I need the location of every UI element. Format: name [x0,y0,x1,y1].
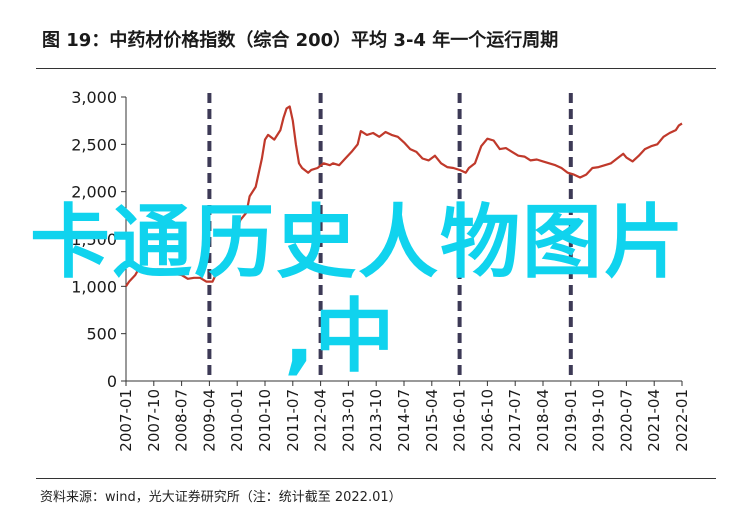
x-tick-label: 2012-04 [312,389,330,452]
series-group [125,105,683,287]
x-tick-label: 2007-01 [117,389,135,452]
x-tick-label: 2020-07 [617,389,635,452]
x-tick-label: 2022-01 [673,389,691,452]
x-tick-label: 2016-01 [451,389,469,452]
y-tick-label: 0 [107,372,117,391]
overlay-text-line2: ,中 [284,290,395,383]
x-tick-label: 2010-01 [228,389,246,452]
top-rule [36,68,716,69]
x-tick-label: 2011-07 [284,389,302,452]
x-axis: 2007-01 2007-10 2008-07 2009-04 2010-01 2010-… [117,380,691,452]
x-tick-label: 2015-04 [423,389,441,452]
x-tick-label: 2017-07 [506,389,524,452]
y-tick-label: 3,000 [71,88,117,107]
overlay-text-line1: 卡通历史人物图片 [30,196,686,289]
y-tick-label: 1,000 [71,277,117,296]
chart-title: 图 19：中药材价格指数（综合 200）平均 3-4 年一个运行周期 [42,30,559,51]
bottom-rule [36,478,716,479]
y-tick-label: 2,500 [71,135,117,154]
x-tick-label: 2007-10 [145,389,163,452]
x-tick-label: 2016-10 [478,389,496,452]
x-tick-label: 2014-07 [395,389,413,452]
y-tick-label: 2,000 [71,183,117,202]
x-tick-label: 2018-04 [534,389,552,452]
y-tick-label: 500 [86,325,117,344]
x-tick-label: 2013-10 [367,389,385,452]
x-tick-label: 2009-04 [200,389,218,452]
x-tick-label: 2021-04 [645,389,663,452]
source-note: 资料来源：wind，光大证券研究所（注：统计截至 2022.01） [40,490,402,505]
series-line [125,105,683,287]
x-tick-label: 2013-01 [339,389,357,452]
y-tick-label: 1,500 [71,230,117,249]
cycle-markers [207,93,573,381]
x-tick-label: 2010-10 [256,389,274,452]
y-axis: 0 500 1,000 1,500 2,000 2,500 3,000 [71,88,127,391]
x-tick-label: 2008-07 [173,389,191,452]
x-tick-label: 2019-10 [590,389,608,452]
x-tick-label: 2019-01 [562,389,580,452]
